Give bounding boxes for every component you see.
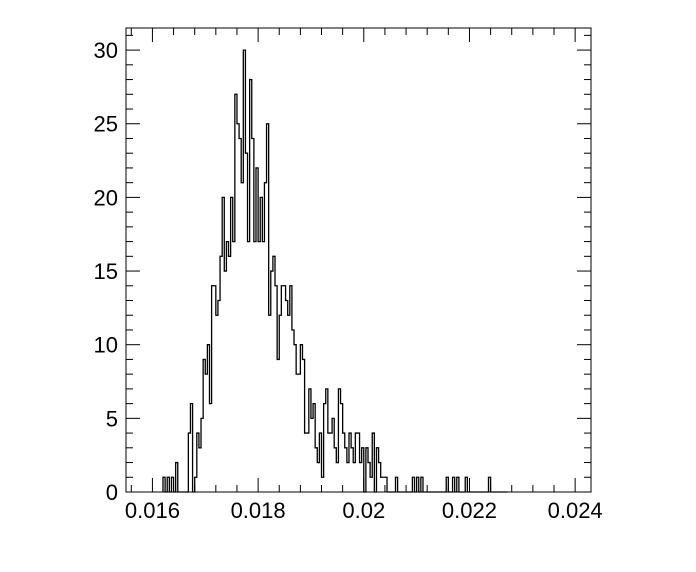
plot-frame — [125, 27, 592, 493]
x-tick-label: 0.022 — [442, 498, 497, 523]
x-tick-label: 0.02 — [342, 498, 385, 523]
x-tick-label: 0.016 — [125, 498, 180, 523]
x-tick-label: 0.018 — [231, 498, 286, 523]
y-tick-label: 0 — [106, 480, 118, 505]
y-tick-label: 25 — [94, 112, 118, 137]
x-tick-label: 0.024 — [548, 498, 603, 523]
axis-ticks — [126, 28, 591, 493]
y-tick-label: 10 — [94, 333, 118, 358]
y-tick-label: 20 — [94, 185, 118, 210]
y-tick-label: 5 — [106, 406, 118, 431]
y-tick-label: 15 — [94, 259, 118, 284]
tick-labels: 0.016 0.018 0.02 0.022 0.024 0 5 10 15 20 25 30 — [94, 38, 603, 523]
histogram-outline — [162, 49, 508, 493]
y-tick-label: 30 — [94, 38, 118, 63]
